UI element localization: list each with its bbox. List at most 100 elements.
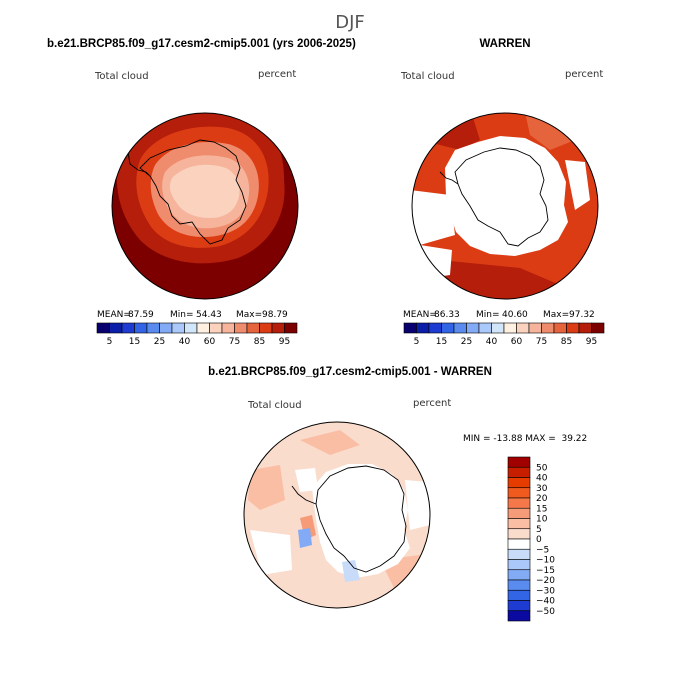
panel-3-colorbar-tick-label: 20: [536, 494, 548, 504]
panel-2-colorbar-swatch: [541, 322, 555, 334]
panel-2-units-label: percent: [565, 69, 603, 80]
panel-1-peninsula-coastline: [127, 151, 151, 177]
panel-2-mean-value: 86.33: [434, 310, 460, 320]
panel-2-colorbar-swatch: [441, 322, 455, 334]
panel-1-colorbar-swatch: [96, 322, 110, 334]
panel-3-colorbar-tick-label: 50: [536, 463, 548, 473]
panel-3-colorbar-swatch: [507, 528, 531, 540]
panel-1-colorbar-tick-label: 95: [279, 337, 290, 347]
panel-1-max-label: Max=: [236, 310, 262, 320]
panel-3-colorbar-tick-label: 40: [536, 474, 548, 484]
panel-1-colorbar-swatch: [284, 322, 298, 334]
panel-3-field-level-neg5-0: [342, 560, 360, 582]
panel-3-colorbar-swatch: [507, 518, 531, 530]
panel-3-field-level-5-10: [248, 465, 285, 510]
panel-1-field-level-70: [169, 164, 240, 218]
panel-3-colorbar-swatch: [507, 538, 531, 550]
panel-3-variable-label: Total cloud: [247, 400, 302, 411]
panel-3-field-level-neg15-neg10: [298, 528, 312, 548]
panel-1: b.e21.BRCP85.f09_g17.cesm2-cmip5.001 (yr…: [47, 38, 356, 347]
panel-3-colorbar-tick-label: −50: [536, 607, 555, 617]
panel-3-title: b.e21.BRCP85.f09_g17.cesm2-cmip5.001 - W…: [208, 366, 492, 378]
panel-1-min-label: Min=: [170, 310, 194, 320]
panel-2-field-level-95: [420, 113, 480, 150]
panel-2-colorbar-swatch: [416, 322, 430, 334]
panel-3: b.e21.BRCP85.f09_g17.cesm2-cmip5.001 - W…: [208, 366, 587, 622]
panel-1-colorbar-tick-label: 75: [229, 337, 240, 347]
panel-3-colorbar-swatch: [507, 579, 531, 591]
panel-3-colorbar-tick-label: 0: [536, 535, 542, 545]
panel-3-colorbar-swatch: [507, 466, 531, 478]
panel-2-colorbar-swatch: [528, 322, 542, 334]
panel-1-mean-value: 87.59: [128, 310, 154, 320]
panel-1-colorbar-swatch: [221, 322, 235, 334]
panel-3-stats-text: MIN = -13.88 MAX = 39.22: [463, 434, 587, 444]
panel-2-peninsula-coastline: [439, 171, 459, 185]
panel-3-colorbar-swatch: [507, 610, 531, 622]
panel-1-colorbar-swatch: [159, 322, 173, 334]
panel-3-data-gap-north: [295, 468, 318, 492]
panel-1-variable-label: Total cloud: [94, 71, 149, 82]
panel-3-colorbar-swatch: [507, 589, 531, 601]
panel-1-colorbar-tick-label: 40: [179, 337, 191, 347]
panel-2-max-label: Max=: [543, 310, 569, 320]
panel-1-colorbar-swatch: [259, 322, 273, 334]
panel-2-variable-label: Total cloud: [400, 71, 455, 82]
panel-3-colorbar-tick-label: −40: [536, 597, 555, 607]
panel-1-colorbar-tick-label: 5: [107, 337, 113, 347]
panel-3-colorbar-tick-label: 30: [536, 484, 548, 494]
panel-3-colorbar-swatch: [507, 569, 531, 581]
panel-1-colorbar-swatch: [184, 322, 198, 334]
panel-1-mean-label: MEAN=: [97, 310, 131, 320]
panel-2-min-value: 40.60: [502, 310, 528, 320]
panel-1-max-value: 98.79: [262, 310, 288, 320]
panel-2-colorbar-tick-label: 40: [486, 337, 498, 347]
panel-2-colorbar-tick-label: 60: [511, 337, 523, 347]
panel-2-map: [412, 113, 598, 299]
panel-3-colorbar-tick-label: 5: [536, 525, 542, 535]
panel-1-colorbar-swatch: [246, 322, 260, 334]
panel-1-colorbar-swatch: [109, 322, 123, 334]
panel-3-map-border: [243, 421, 431, 609]
panel-2-no-data-interior: [445, 136, 568, 256]
panel-3-colorbar-swatch: [507, 497, 531, 509]
panel-1-colorbar-tick-label: 60: [204, 337, 216, 347]
panel-1-map-border: [111, 112, 299, 300]
panel-1-colorbar-tick-label: 15: [129, 337, 140, 347]
panel-2-colorbar-tick-label: 5: [414, 337, 420, 347]
panel-2-colorbar-swatch: [403, 322, 417, 334]
panel-2-colorbar-swatch: [553, 322, 567, 334]
panel-3-colorbar-tick-label: −20: [536, 576, 555, 586]
panel-3-map: [244, 422, 430, 608]
panel-1-colorbar-swatch: [146, 322, 160, 334]
panel-3-antarctica-coastline: [315, 465, 407, 573]
panel-2-field-level-85: [525, 113, 575, 150]
panel-2-colorbar-tick-label: 15: [436, 337, 447, 347]
panel-3-colorbar-swatch: [507, 507, 531, 519]
panel-2-data-gap-east: [565, 160, 590, 210]
panel-2-max-value: 97.32: [569, 310, 595, 320]
panel-3-colorbar-tick-label: −15: [536, 566, 555, 576]
panel-2-colorbar-tick-label: 75: [536, 337, 547, 347]
panel-2-colorbar-swatch: [428, 322, 442, 334]
panel-2-title: WARREN: [479, 38, 530, 50]
panel-1-title: b.e21.BRCP85.f09_g17.cesm2-cmip5.001 (yr…: [47, 38, 356, 50]
panel-3-data-gap-east: [405, 480, 430, 530]
panel-1-colorbar-swatch: [121, 322, 135, 334]
panel-2-colorbar-swatch: [491, 322, 505, 334]
panel-2-data-gap-southwest: [420, 245, 452, 278]
panel-1-colorbar-tick-label: 85: [254, 337, 265, 347]
panel-2-colorbar-tick-label: 85: [561, 337, 572, 347]
panel-3-colorbar-tick-label: −5: [536, 545, 549, 555]
panel-1-colorbar-swatch: [209, 322, 223, 334]
panel-1-colorbar-tick-label: 25: [154, 337, 165, 347]
panel-2-colorbar-tick-label: 95: [586, 337, 597, 347]
panel-1-colorbar-swatch: [171, 322, 185, 334]
panel-2-colorbar-swatch: [503, 322, 517, 334]
panel-3-colorbar-tick-label: 10: [536, 515, 548, 525]
panel-2-colorbar-swatch: [566, 322, 580, 334]
panel-2-colorbar-swatch: [578, 322, 592, 334]
panel-2-min-label: Min=: [476, 310, 500, 320]
panel-1-min-value: 54.43: [196, 310, 222, 320]
